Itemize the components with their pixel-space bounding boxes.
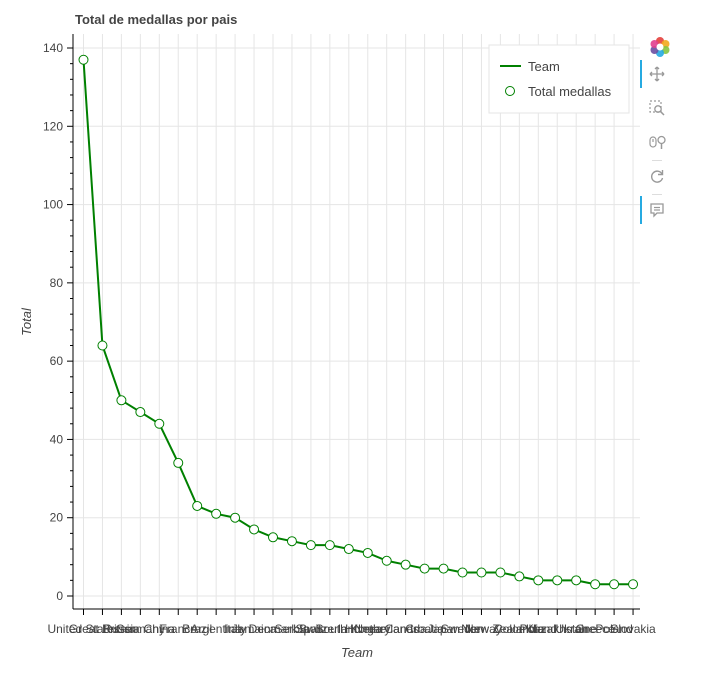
chart-title: Total de medallas por pais [75, 12, 237, 27]
series-line [82, 59, 634, 586]
legend-label-team: Team [528, 59, 560, 74]
box-zoom-icon [649, 100, 665, 116]
data-point [116, 395, 127, 406]
data-point [286, 536, 297, 547]
x-tick-label: Poland [595, 622, 632, 636]
data-point [552, 575, 563, 586]
data-point [609, 579, 620, 590]
data-point [173, 457, 184, 468]
x-tick-label: Germany [116, 622, 165, 636]
x-tick-label: Greece [575, 622, 615, 636]
y-tick-label: 20 [50, 511, 64, 525]
legend-label-total-medallas: Total medallas [528, 84, 612, 99]
data-point [362, 547, 373, 558]
x-tick-label: Kazakhstan [526, 622, 589, 636]
box-zoom-tool-button[interactable] [640, 94, 674, 122]
y-tick-label: 100 [43, 198, 63, 212]
toolbar-separator [652, 194, 662, 195]
active-indicator [640, 60, 642, 88]
x-tick-label: Switzerland [299, 622, 361, 636]
active-indicator [640, 196, 642, 224]
legend-marker-swatch [505, 86, 515, 96]
data-point [476, 567, 487, 578]
x-tick-label: United States [47, 622, 119, 636]
data-point [590, 579, 601, 590]
x-tick-label: New Zealand [465, 622, 536, 636]
data-point [457, 567, 468, 578]
x-tick-label: Denmark [249, 622, 299, 636]
x-tick-label: Argentina [190, 622, 242, 636]
data-point [230, 512, 241, 523]
y-tick-label: 40 [50, 432, 64, 446]
x-tick-label: China [144, 622, 176, 636]
x-tick-label: Colombia [494, 622, 545, 636]
y-axis: 0 20 40 60 80 100 120 140 [43, 34, 74, 609]
x-tick-label: Slovakia [610, 622, 656, 636]
toolbar-separator [652, 160, 662, 161]
data-point [438, 563, 449, 574]
pan-icon [649, 66, 665, 82]
data-point [343, 544, 354, 555]
data-point [97, 340, 108, 351]
reset-icon [651, 170, 664, 183]
wheel-zoom-tool-button[interactable] [640, 128, 674, 156]
x-tick-label: Brazil [182, 622, 212, 636]
data-point [154, 418, 165, 429]
x-tick-label: France [160, 622, 198, 636]
x-tick-label: Russia [103, 622, 140, 636]
hover-icon [650, 203, 664, 218]
data-point [268, 532, 278, 543]
x-tick-label: Croatia [405, 622, 444, 636]
y-tick-label: 60 [50, 354, 64, 368]
x-tick-label: Ukraine [556, 622, 598, 636]
x-tick-label: Great Britain [69, 622, 136, 636]
x-tick-label: Poland [520, 622, 557, 636]
data-point [135, 407, 146, 418]
data-point [514, 571, 525, 582]
data-point [381, 555, 392, 566]
data-point [192, 500, 203, 511]
logo-icon [650, 37, 670, 57]
x-tick-label: Jamaica [232, 622, 277, 636]
x-tick-label: South Korea [315, 622, 382, 636]
data-point [495, 567, 506, 578]
x-tick-label: Spain [296, 622, 327, 636]
x-tick-label: Italy [224, 622, 246, 636]
x-tick-label: Serbia [275, 622, 310, 636]
x-tick-label: Netherlands [354, 622, 419, 636]
data-point [628, 579, 639, 590]
data-point [249, 524, 260, 535]
legend: Team Total medallas [488, 44, 630, 114]
x-tick-label: Hungary [345, 622, 390, 636]
data-point [305, 540, 316, 551]
data-point [571, 575, 582, 586]
x-tick-label: Canada [385, 622, 427, 636]
grid [73, 34, 640, 609]
bokeh-logo[interactable] [640, 30, 674, 58]
y-axis-title: Total [19, 307, 34, 336]
data-point [78, 54, 89, 65]
x-tick-label: Sweden [441, 622, 484, 636]
x-tick-label: Japan [427, 622, 460, 636]
data-point [400, 559, 411, 570]
pan-tool-button[interactable] [640, 60, 674, 88]
data-point [324, 540, 335, 551]
data-point [419, 563, 430, 574]
x-axis-title: Team [341, 645, 373, 660]
legend-box [488, 44, 630, 114]
data-point [211, 508, 222, 519]
wheel-zoom-icon [649, 135, 666, 149]
y-tick-label: 120 [43, 119, 63, 133]
series-points [78, 54, 639, 590]
hover-tool-button[interactable] [640, 196, 674, 224]
reset-tool-button[interactable] [640, 162, 674, 190]
y-tick-label: 140 [43, 41, 63, 55]
x-tick-label: Norway [461, 622, 502, 636]
data-point [533, 575, 544, 586]
y-tick-label: 0 [56, 589, 63, 603]
team-line [82, 59, 634, 586]
y-tick-label: 80 [50, 276, 64, 290]
